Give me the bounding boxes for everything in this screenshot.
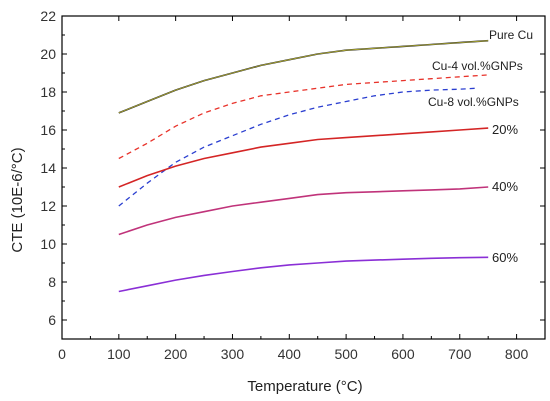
x-tick-label: 0 bbox=[58, 346, 66, 362]
series-labels: Pure Cu Cu-4 vol.%GNPs Cu-8 vol.%GNPs 20% 40… bbox=[428, 28, 533, 265]
x-axis-title: Temperature (°C) bbox=[247, 378, 362, 395]
series-label: 20% bbox=[492, 122, 518, 137]
y-tick-label: 20 bbox=[40, 46, 56, 62]
x-tick-label: 600 bbox=[391, 346, 415, 362]
y-tick-label: 10 bbox=[40, 236, 56, 252]
series-line bbox=[118, 127, 489, 188]
series-label: Cu-8 vol.%GNPs bbox=[428, 95, 519, 109]
y-tick-label: 8 bbox=[48, 274, 56, 290]
series-line bbox=[118, 186, 489, 236]
x-tick-label: 700 bbox=[448, 346, 472, 362]
series-layer bbox=[118, 39, 489, 293]
series-label: Pure Cu bbox=[489, 28, 533, 42]
y-tick-label: 12 bbox=[40, 198, 56, 214]
series-line bbox=[118, 74, 489, 160]
y-tick-label: 18 bbox=[40, 84, 56, 100]
series-line-highlight bbox=[118, 40, 489, 114]
series-label: 40% bbox=[492, 179, 518, 194]
x-tick-label: 200 bbox=[164, 346, 188, 362]
x-tick-label: 100 bbox=[107, 346, 131, 362]
y-tick-label: 16 bbox=[40, 122, 56, 138]
series-label: Cu-4 vol.%GNPs bbox=[432, 59, 523, 73]
y-tick-label: 14 bbox=[40, 160, 56, 176]
plot-frame bbox=[61, 15, 546, 340]
series-line bbox=[118, 87, 477, 207]
ticks-layer: 0 100 200 300 400 500 600 700 800 6 8 10 12 14 16 18 20 2… bbox=[40, 8, 545, 362]
x-tick-label: 400 bbox=[278, 346, 302, 362]
y-axis-title: CTE (10E-6/°C) bbox=[9, 147, 26, 252]
series-label: 60% bbox=[492, 250, 518, 265]
y-tick-label: 22 bbox=[40, 8, 56, 24]
x-tick-label: 300 bbox=[221, 346, 245, 362]
axes-layer bbox=[61, 15, 546, 340]
series-line bbox=[118, 256, 489, 293]
x-tick-label: 800 bbox=[505, 346, 529, 362]
y-tick-label: 6 bbox=[48, 312, 56, 328]
x-tick-label: 500 bbox=[334, 346, 358, 362]
